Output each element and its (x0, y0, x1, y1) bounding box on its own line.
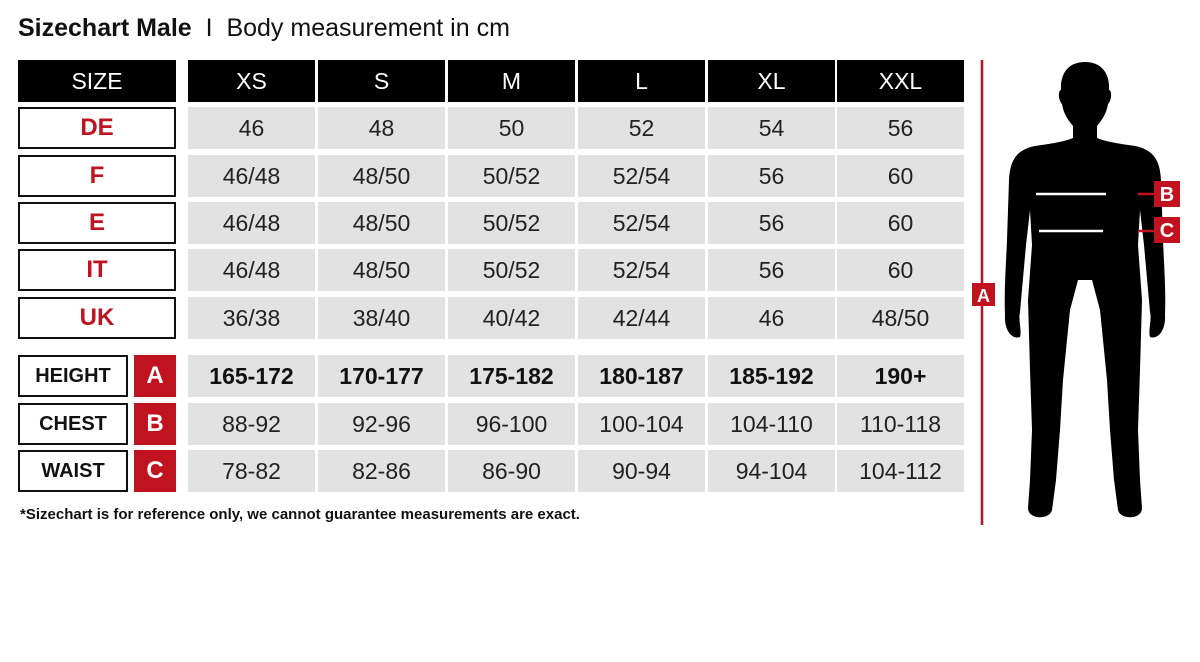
table-cell: 60 (837, 155, 964, 197)
table-cell: 42/44 (578, 297, 705, 339)
row-label-it: IT (18, 249, 176, 291)
waist-marker-box (1154, 217, 1180, 243)
table-cell: 100-104 (578, 403, 705, 445)
size-header-xs: XS (188, 60, 315, 102)
table-cell: 52 (578, 107, 705, 149)
silhouette (1004, 62, 1166, 518)
table-cell: 52/54 (578, 202, 705, 244)
size-header-s: S (318, 60, 445, 102)
row-label-de: DE (18, 107, 176, 149)
page-title: Sizechart Male I Body measurement in cm (18, 14, 510, 43)
size-header-l: L (578, 60, 705, 102)
table-cell: 170-177 (318, 355, 445, 397)
title-subtitle: Body measurement in cm (226, 14, 510, 42)
table-cell: 54 (708, 107, 835, 149)
table-cell: 180-187 (578, 355, 705, 397)
table-cell: 48/50 (837, 297, 964, 339)
table-cell: 104-112 (837, 450, 964, 492)
measure-letter-a: A (134, 355, 176, 397)
table-cell: 56 (708, 249, 835, 291)
table-cell: 86-90 (448, 450, 575, 492)
table-cell: 46/48 (188, 202, 315, 244)
row-label-waist: WAIST (18, 450, 128, 492)
height-marker: A (977, 286, 990, 306)
height-marker-box (972, 283, 995, 306)
chest-marker: B (1160, 184, 1174, 206)
table-cell: 36/38 (188, 297, 315, 339)
size-header-xxl: XXL (837, 60, 964, 102)
row-label-uk: UK (18, 297, 176, 339)
table-cell: 50 (448, 107, 575, 149)
table-cell: 110-118 (837, 403, 964, 445)
table-cell: 104-110 (708, 403, 835, 445)
table-cell: 48/50 (318, 249, 445, 291)
table-cell: 60 (837, 249, 964, 291)
table-cell: 50/52 (448, 202, 575, 244)
table-cell: 165-172 (188, 355, 315, 397)
measure-letter-b: B (134, 403, 176, 445)
table-cell: 94-104 (708, 450, 835, 492)
size-header: SIZE (18, 60, 176, 102)
row-label-chest: CHEST (18, 403, 128, 445)
table-cell: 50/52 (448, 249, 575, 291)
table-cell: 46/48 (188, 249, 315, 291)
table-cell: 40/42 (448, 297, 575, 339)
table-cell: 88-92 (188, 403, 315, 445)
table-cell: 50/52 (448, 155, 575, 197)
table-cell: 38/40 (318, 297, 445, 339)
size-header-m: M (448, 60, 575, 102)
chest-marker-box (1154, 181, 1180, 207)
table-cell: 46 (708, 297, 835, 339)
table-cell: 56 (708, 155, 835, 197)
waist-marker: C (1160, 220, 1174, 242)
table-cell: 175-182 (448, 355, 575, 397)
measure-letter-c: C (134, 450, 176, 492)
title-bold: Sizechart Male (18, 14, 192, 42)
size-header-xl: XL (708, 60, 835, 102)
table-cell: 56 (708, 202, 835, 244)
table-cell: 190+ (837, 355, 964, 397)
row-label-height: HEIGHT (18, 355, 128, 397)
table-cell: 48/50 (318, 155, 445, 197)
table-cell: 92-96 (318, 403, 445, 445)
table-cell: 185-192 (708, 355, 835, 397)
table-cell: 52/54 (578, 155, 705, 197)
table-cell: 48 (318, 107, 445, 149)
table-cell: 46/48 (188, 155, 315, 197)
table-cell: 78-82 (188, 450, 315, 492)
table-cell: 46 (188, 107, 315, 149)
table-cell: 60 (837, 202, 964, 244)
table-cell: 52/54 (578, 249, 705, 291)
table-cell: 90-94 (578, 450, 705, 492)
footnote: *Sizechart is for reference only, we can… (20, 506, 580, 523)
body-figure: A B C (972, 60, 1180, 525)
title-separator: I (205, 14, 213, 42)
table-cell: 48/50 (318, 202, 445, 244)
table-cell: 56 (837, 107, 964, 149)
table-cell: 96-100 (448, 403, 575, 445)
table-cell: 82-86 (318, 450, 445, 492)
row-label-f: F (18, 155, 176, 197)
row-label-e: E (18, 202, 176, 244)
